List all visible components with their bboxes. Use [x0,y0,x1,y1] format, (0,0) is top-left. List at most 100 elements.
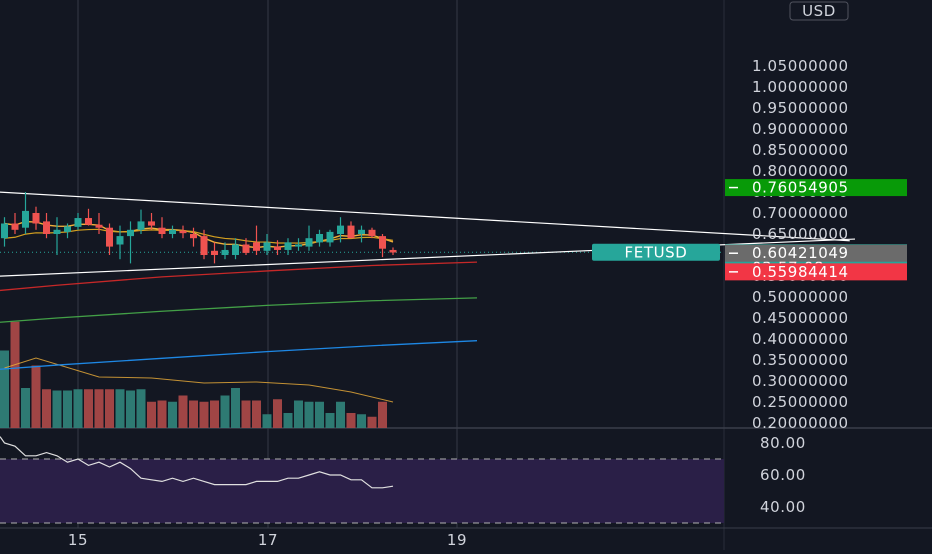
volume-bar [294,400,303,428]
price-tick-label: 0.40000000 [752,330,849,348]
price-tag-label: 0.60421049 [752,244,849,262]
volume-bar [157,400,167,428]
candle-body [253,242,260,251]
volume-bar [84,389,93,428]
volume-bar [241,400,251,428]
rsi-value-line [0,436,394,489]
price-tag-box [725,263,907,281]
volume-bar [199,401,209,428]
price-tick-label: 0.65000000 [752,225,849,243]
rsi-band [0,458,724,524]
volume-bar [0,350,9,428]
candle-body [379,236,386,249]
candle-body [347,225,355,239]
candle-body [368,229,376,237]
candle-body [127,229,134,237]
volume-bar [210,400,219,428]
volume-bar [126,390,135,428]
volume-bar [283,413,293,428]
price-tick-label: 0.90000000 [752,120,849,138]
price-tick-label: 0.80000000 [752,162,849,180]
volume-bar [168,401,177,428]
volume-bar [178,395,188,428]
price-tags: 0.760549050.6065010703:57:080.604210490.… [592,179,907,281]
candle-body [232,244,239,255]
currency-badge [789,1,849,21]
candle-body [358,229,365,234]
volume-bar [10,321,20,428]
price-tick-label: 0.30000000 [752,372,849,390]
volume-bar [105,389,114,428]
candle-body [211,250,218,255]
volume-bars [0,321,394,428]
volume-bar [325,413,335,428]
candle-body [200,236,208,255]
candle-body [221,249,229,255]
price-tick-label: 0.85000000 [752,141,849,159]
volume-bar [136,389,146,428]
candle-body [116,236,124,245]
candle-body [295,244,302,247]
price-tick-label: 0.25000000 [752,393,849,411]
candle-body [274,246,281,250]
volume-bar [304,401,314,428]
candle-body [1,223,8,239]
symbol-tag-label: FETUSD [625,243,688,261]
candle-body [11,223,19,230]
candle-body [106,227,113,247]
candle-body [190,234,197,239]
price-tag-box [725,244,907,262]
time-tick-label: 17 [258,531,278,549]
currency-label: USD [802,2,836,20]
rsi-tick-label: 40.00 [760,498,806,516]
rsi-tick-label: 60.00 [760,466,806,484]
volume-bar [42,389,51,428]
volume-bar [220,395,230,428]
rsi-tick-label: 80.00 [760,434,806,452]
volume-bar [115,389,125,428]
candle-body [263,242,271,251]
candle-body [389,249,397,253]
price-tag-label: 0.76054905 [752,179,849,197]
volume-bar [63,390,72,428]
candle-body [179,230,187,234]
volume-average-line [4,357,394,403]
candle-body [316,234,323,243]
volume-bar [346,413,356,428]
volume-bar [315,401,324,428]
volume-bar [367,416,377,428]
candle-body [284,242,292,250]
rsi-line [0,436,394,489]
candle-body [64,226,71,232]
volume-bar [189,400,198,428]
candlesticks [1,192,397,264]
trendline [0,191,850,242]
candle-body [158,227,166,234]
price-tick-label: 0.20000000 [752,414,849,432]
candle-body [22,210,29,228]
candle-body [305,238,313,247]
price-tick-label: 0.50000000 [752,288,849,306]
moving-average-line [0,261,478,292]
time-tick-label: 19 [447,531,467,549]
time-tick-label: 15 [68,531,88,549]
volume-bar [21,388,30,428]
candle-body [43,221,50,234]
candle-body [169,229,176,234]
price-tag-box [725,179,907,197]
rsi-band-fill [0,459,724,523]
volume-bar [252,400,261,428]
volume-bar [73,389,83,428]
candle-body [53,229,61,234]
volume-bar [378,401,387,428]
volume-bar [231,388,240,428]
price-tick-label: 1.00000000 [752,78,849,96]
price-tick-label: 0.35000000 [752,351,849,369]
price-axis[interactable]: 1.05000000 1.00000000 0.95000000 0.90000000… [68,1,849,549]
candle-body [137,221,145,230]
volume-bar [52,390,62,428]
symbol-tag [592,243,720,261]
candle-body [337,225,344,234]
